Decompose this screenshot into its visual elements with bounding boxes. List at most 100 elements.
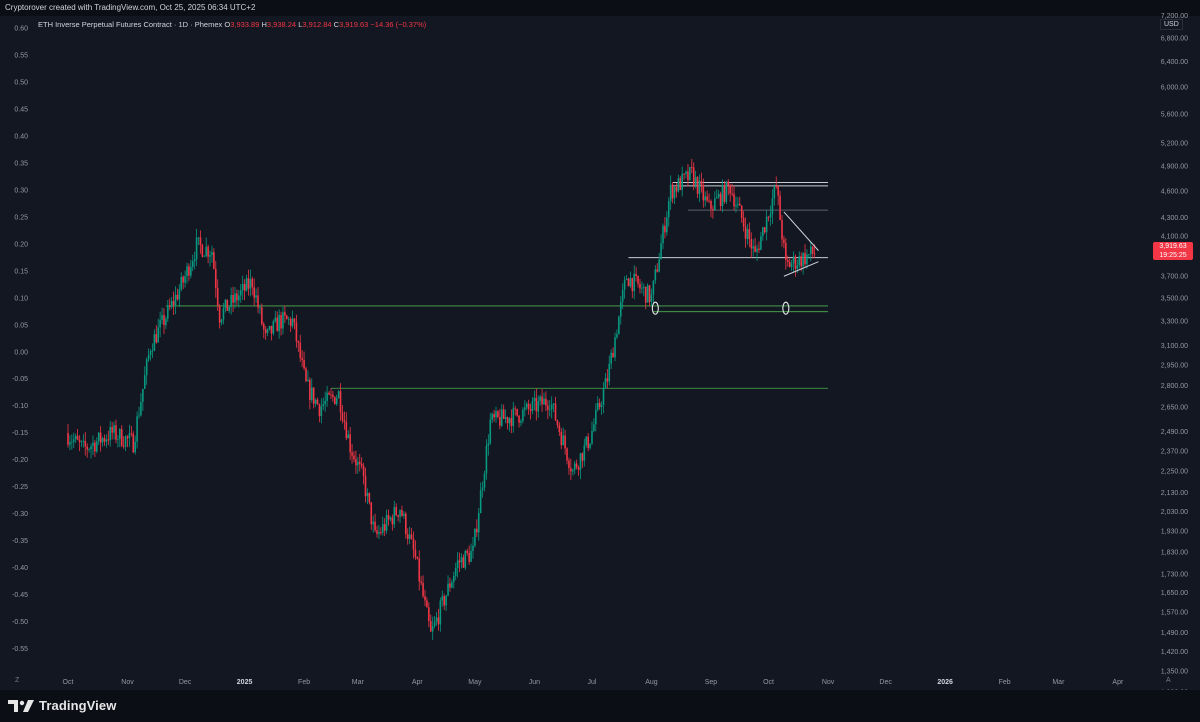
candle-body — [272, 321, 275, 334]
candle-body — [205, 246, 207, 256]
candle-body — [579, 453, 582, 470]
candle-body — [564, 435, 566, 449]
candle-body — [487, 443, 490, 446]
candle-body — [230, 295, 232, 307]
auto-scale-toggle[interactable]: A — [1166, 677, 1171, 684]
candle-body — [742, 218, 745, 227]
candle-body — [155, 334, 158, 343]
candle-body — [547, 405, 549, 410]
candle-body — [675, 187, 678, 192]
candle-body — [710, 200, 712, 209]
candle-body — [299, 342, 302, 358]
price-axis-tick: 5,600.00 — [1161, 111, 1188, 118]
left-axis-toggle[interactable]: Z — [15, 677, 20, 684]
candle-body — [103, 438, 106, 442]
candle-body — [245, 278, 248, 291]
left-axis-tick: 0.30 — [14, 187, 28, 194]
candle-body — [794, 256, 797, 269]
candle-body — [454, 568, 457, 576]
candle-body — [74, 435, 77, 440]
candle-body — [685, 171, 687, 174]
candle-body — [656, 269, 659, 272]
candle-body — [629, 278, 632, 287]
candle-body — [725, 181, 728, 202]
candle-body — [783, 239, 785, 243]
chart-area[interactable] — [0, 16, 1200, 690]
candle-body — [408, 534, 411, 539]
candle-body — [424, 596, 426, 601]
candle-body — [247, 278, 250, 289]
candle-body — [612, 352, 614, 358]
candle-body — [618, 316, 620, 335]
price-axis-tick: 4,100.00 — [1161, 234, 1188, 241]
candle-body — [345, 421, 348, 439]
candle-body — [712, 208, 714, 210]
candle-body — [383, 524, 386, 531]
price-axis-tick: 5,200.00 — [1161, 140, 1188, 147]
candle-body — [351, 452, 353, 456]
candle-body — [357, 461, 359, 466]
candle-body — [798, 256, 801, 266]
price-axis-tick: 4,300.00 — [1161, 215, 1188, 222]
candle-body — [606, 378, 609, 382]
candle-body — [101, 438, 104, 443]
candle-body — [305, 368, 307, 382]
candle-body — [690, 167, 693, 168]
candle-body — [610, 352, 612, 364]
candle-body — [522, 409, 524, 422]
left-axis-tick: 0.25 — [14, 214, 28, 221]
candle-body — [226, 299, 229, 311]
candle-body — [694, 177, 697, 186]
price-axis-tick: 1,730.00 — [1161, 572, 1188, 579]
candle-body — [476, 528, 478, 533]
left-axis-tick: 0.35 — [14, 160, 28, 167]
candle-body — [717, 193, 720, 198]
candle-body — [667, 201, 670, 218]
candle-body — [176, 294, 179, 300]
candle-body — [508, 418, 511, 424]
candle-body — [683, 173, 685, 175]
candle-body — [119, 429, 121, 439]
candle-body — [201, 244, 204, 257]
time-axis-tick: Nov — [121, 679, 134, 686]
candle-body — [435, 617, 438, 622]
tradingview-logo[interactable]: TradingView — [8, 698, 116, 713]
price-axis-tick: 1,350.00 — [1161, 669, 1188, 676]
candle-body — [364, 475, 367, 497]
candle-body — [80, 441, 83, 443]
candle-body — [483, 473, 486, 488]
currency-label[interactable]: USD — [1160, 19, 1183, 30]
candle-body — [614, 337, 616, 358]
candle-body — [220, 319, 223, 323]
price-axis-tick: 7,200.00 — [1161, 13, 1188, 20]
candle-body — [750, 239, 753, 249]
candle-body — [727, 181, 730, 186]
candle-body — [163, 315, 165, 326]
candle-body — [124, 436, 127, 447]
candle-body — [600, 405, 603, 408]
candle-body — [646, 285, 649, 303]
candle-body — [619, 301, 622, 317]
candle-body — [689, 167, 691, 180]
price-axis-tick: 2,950.00 — [1161, 362, 1188, 369]
candle-body — [280, 314, 282, 329]
time-axis-tick: Aug — [645, 679, 658, 686]
candle-body — [581, 453, 584, 461]
candle-body — [500, 409, 503, 426]
candle-body — [264, 329, 267, 334]
candle-body — [589, 443, 591, 449]
candle-body — [401, 510, 403, 516]
candle-body — [391, 517, 394, 525]
candle-body — [199, 237, 202, 245]
candle-body — [568, 460, 570, 469]
candle-body — [664, 225, 666, 233]
legend-change: −14.36 (−0.37%) — [370, 20, 427, 29]
candle-body — [301, 357, 303, 360]
candle-body — [595, 409, 597, 425]
candle-body — [428, 607, 430, 622]
candle-body — [744, 226, 747, 239]
left-axis-tick: -0.25 — [12, 484, 28, 491]
candle-body — [92, 442, 94, 447]
candlestick-chart[interactable]: 0.60 0.55 0.50 0.45 0.40 0.35 0.30 0.25 0.20 0.15… — [0, 0, 1200, 690]
candle-body — [777, 186, 779, 196]
